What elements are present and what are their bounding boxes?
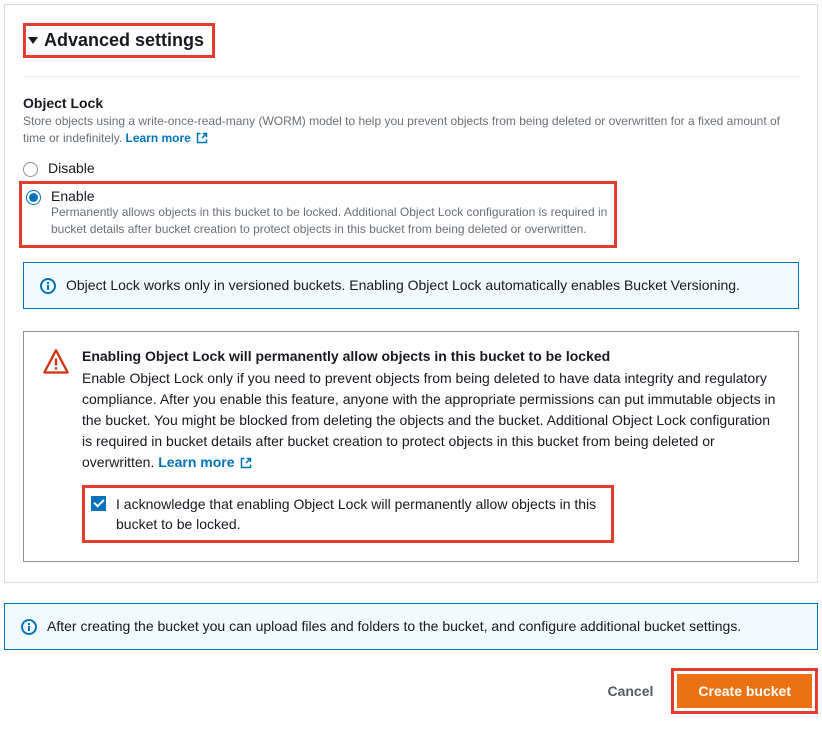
info-box-versioning: Object Lock works only in versioned buck… — [23, 262, 799, 309]
learn-more-text: Learn more — [126, 131, 191, 145]
radio-disable[interactable] — [23, 162, 38, 177]
acknowledge-checkbox[interactable] — [91, 496, 106, 511]
action-bar: Cancel Create bucket — [4, 668, 818, 730]
advanced-settings-panel: Advanced settings Object Lock Store obje… — [4, 4, 818, 583]
radio-enable-description: Permanently allows objects in this bucke… — [51, 204, 608, 239]
section-title: Advanced settings — [44, 30, 204, 51]
external-link-icon — [240, 457, 252, 469]
radio-enable-label: Enable — [51, 188, 608, 204]
warning-title: Enabling Object Lock will permanently al… — [82, 348, 780, 364]
radio-enable-highlight: Enable Permanently allows objects in thi… — [19, 181, 617, 248]
footer-info-box: After creating the bucket you can upload… — [4, 603, 818, 650]
warning-icon — [42, 348, 70, 376]
info-icon — [21, 619, 37, 635]
object-lock-description: Store objects using a write-once-read-ma… — [23, 113, 799, 148]
warning-learn-more-text: Learn more — [158, 454, 234, 470]
create-bucket-button[interactable]: Create bucket — [677, 674, 812, 708]
info-icon — [40, 278, 56, 294]
radio-disable-label: Disable — [48, 160, 95, 176]
external-link-icon — [196, 132, 208, 144]
radio-enable[interactable] — [26, 190, 41, 205]
create-button-highlight: Create bucket — [671, 668, 818, 714]
acknowledge-row[interactable]: I acknowledge that enabling Object Lock … — [82, 485, 614, 544]
info-text: Object Lock works only in versioned buck… — [66, 277, 740, 294]
radio-disable-row[interactable]: Disable — [23, 160, 799, 177]
footer-note-text: After creating the bucket you can upload… — [47, 618, 741, 635]
warning-panel: Enabling Object Lock will permanently al… — [23, 331, 799, 563]
learn-more-link[interactable]: Learn more — [126, 131, 209, 145]
cancel-button[interactable]: Cancel — [603, 675, 657, 707]
radio-enable-row[interactable]: Enable Permanently allows objects in thi… — [26, 188, 608, 239]
caret-down-icon — [28, 37, 38, 44]
acknowledge-text: I acknowledge that enabling Object Lock … — [116, 494, 601, 535]
warning-body: Enable Object Lock only if you need to p… — [82, 368, 780, 473]
divider — [23, 76, 799, 77]
warning-learn-more-link[interactable]: Learn more — [158, 454, 252, 470]
section-header[interactable]: Advanced settings — [23, 23, 215, 58]
object-lock-label: Object Lock — [23, 95, 799, 111]
